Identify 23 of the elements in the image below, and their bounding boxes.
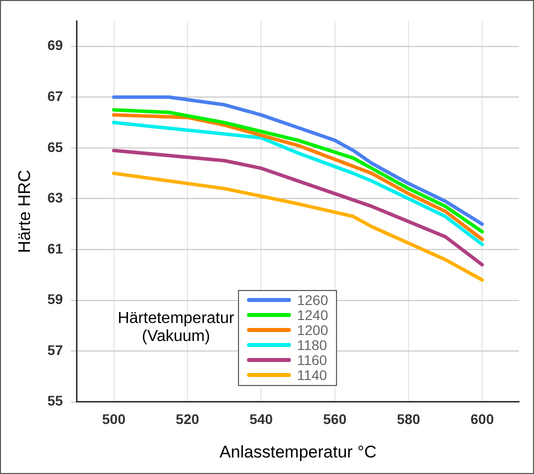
x-tick-label: 500 (102, 411, 126, 428)
legend-label: 1140 (296, 366, 328, 383)
y-axis-title: Härte HRC (14, 170, 34, 253)
x-tick-label: 580 (396, 411, 420, 428)
y-tick-label: 65 (47, 138, 64, 155)
legend-label: 1180 (296, 336, 328, 353)
y-tick-label: 57 (47, 342, 64, 358)
legend-label: 1260 (296, 292, 328, 308)
x-tick-label: 600 (470, 411, 494, 428)
y-tick-label: 55 (47, 392, 64, 409)
y-tick-label: 69 (47, 37, 64, 54)
x-tick-label: 540 (249, 411, 274, 428)
legend-label: 1160 (296, 352, 328, 368)
x-tick-label: 560 (323, 411, 347, 428)
legend-label: 1200 (296, 322, 328, 338)
y-tick-label: 63 (47, 190, 64, 206)
legend-label: 1240 (296, 306, 328, 323)
y-tick-label: 67 (47, 88, 64, 104)
x-axis-title: Anlasstemperatur °C (219, 442, 376, 462)
y-tick-label: 61 (47, 240, 64, 256)
legend-title: Härtetemperatur (Vakuum) (116, 310, 236, 346)
y-tick-label: 59 (47, 291, 64, 308)
x-tick-label: 520 (176, 411, 200, 428)
